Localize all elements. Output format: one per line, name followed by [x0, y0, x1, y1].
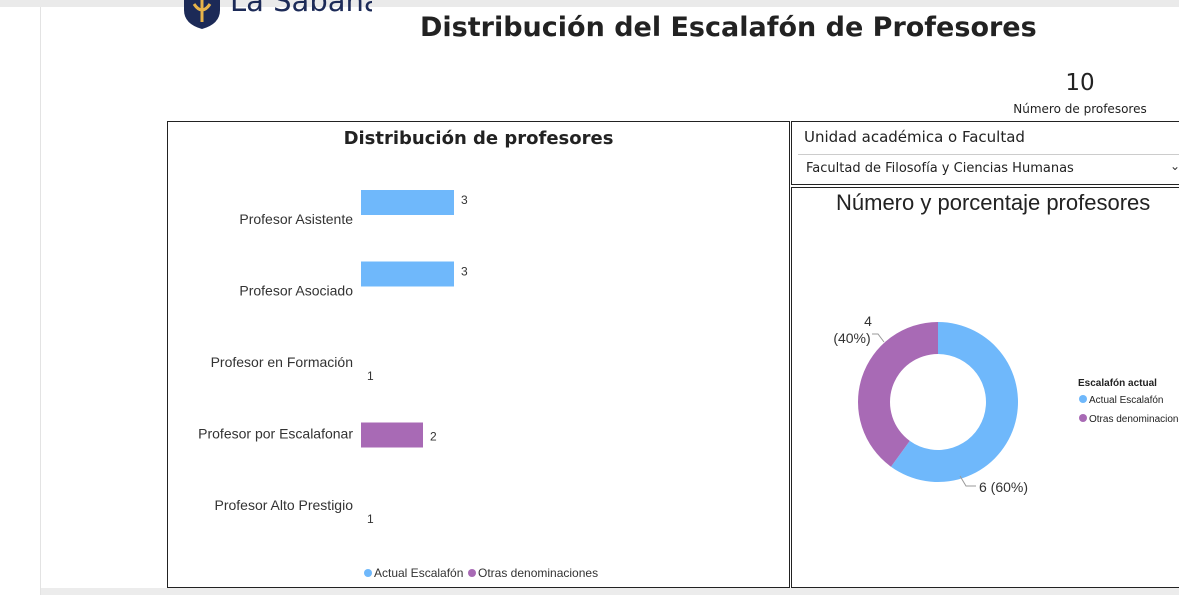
legend-label: Actual Escalafón [1089, 395, 1164, 406]
donut-slice-otras [858, 322, 938, 467]
category-label: Profesor Asistente [239, 211, 353, 227]
filter-title: Unidad académica o Facultad [804, 128, 1025, 146]
left-rail [0, 7, 41, 595]
legend-label: Otras denominaciones [478, 566, 598, 580]
faculty-select-value: Facultad de Filosofía y Ciencias Humanas [806, 161, 1074, 176]
legend-marker [468, 569, 476, 577]
data-label: 3 [461, 193, 468, 207]
legend-title: Escalafón actual [1078, 378, 1157, 389]
chevron-down-icon[interactable]: ⌄ [1170, 159, 1179, 173]
donut-chart-panel: Número y porcentaje profesores 6 (60%) 4(… [791, 187, 1179, 588]
legend-marker [1079, 414, 1087, 422]
donut-label-otras-pct: (40%) [833, 330, 870, 346]
legend-label: Otras denominaciones [1089, 414, 1179, 425]
bar-actual [361, 190, 454, 215]
bar-otras [361, 422, 423, 448]
legend-label: Actual Escalafón [374, 566, 463, 580]
bottom-bar [41, 588, 1179, 595]
logo-text: La Sabana [230, 0, 372, 18]
category-label: Profesor por Escalafonar [198, 426, 353, 442]
donut-chart: 6 (60%) 4(40%) Escalafón actual Actual Esca… [833, 313, 1179, 495]
top-bar [0, 0, 1179, 7]
kpi-label: Número de profesores [1013, 102, 1147, 116]
leader-line [872, 333, 885, 343]
data-label: 3 [461, 265, 468, 279]
kpi-value: 10 [1065, 70, 1095, 96]
faculty-select[interactable]: Facultad de Filosofía y Ciencias Humanas… [798, 154, 1179, 178]
legend-marker [1079, 395, 1087, 403]
page-title: Distribución del Escalafón de Profesores [420, 12, 1037, 43]
data-label: 2 [430, 430, 437, 444]
category-label: Profesor en Formación [211, 354, 353, 370]
logo: La Sabana [182, 0, 372, 30]
bar-chart-panel: Distribución de profesores Profesor Asis… [167, 121, 790, 588]
data-label: 1 [367, 369, 374, 383]
donut-slice-actual [890, 322, 1018, 482]
bar-chart: Profesor Asistente 3 Profesor Asociado 3 Pro… [198, 190, 598, 580]
faculty-filter[interactable]: Unidad académica o Facultad Facultad de … [791, 121, 1179, 185]
legend-marker [364, 569, 372, 577]
data-label: 1 [367, 512, 374, 526]
bar-chart-title: Distribución de profesores [343, 128, 614, 149]
category-label: Profesor Asociado [239, 283, 353, 299]
donut-label-actual: 6 (60%) [979, 479, 1028, 495]
bar-actual [361, 261, 454, 287]
shield-logo-icon [184, 0, 220, 29]
leader-line [959, 475, 976, 487]
category-label: Profesor Alto Prestigio [214, 497, 353, 513]
donut-chart-title: Número y porcentaje profesores [836, 190, 1151, 215]
donut-label-otras-value: 4 [864, 313, 872, 329]
